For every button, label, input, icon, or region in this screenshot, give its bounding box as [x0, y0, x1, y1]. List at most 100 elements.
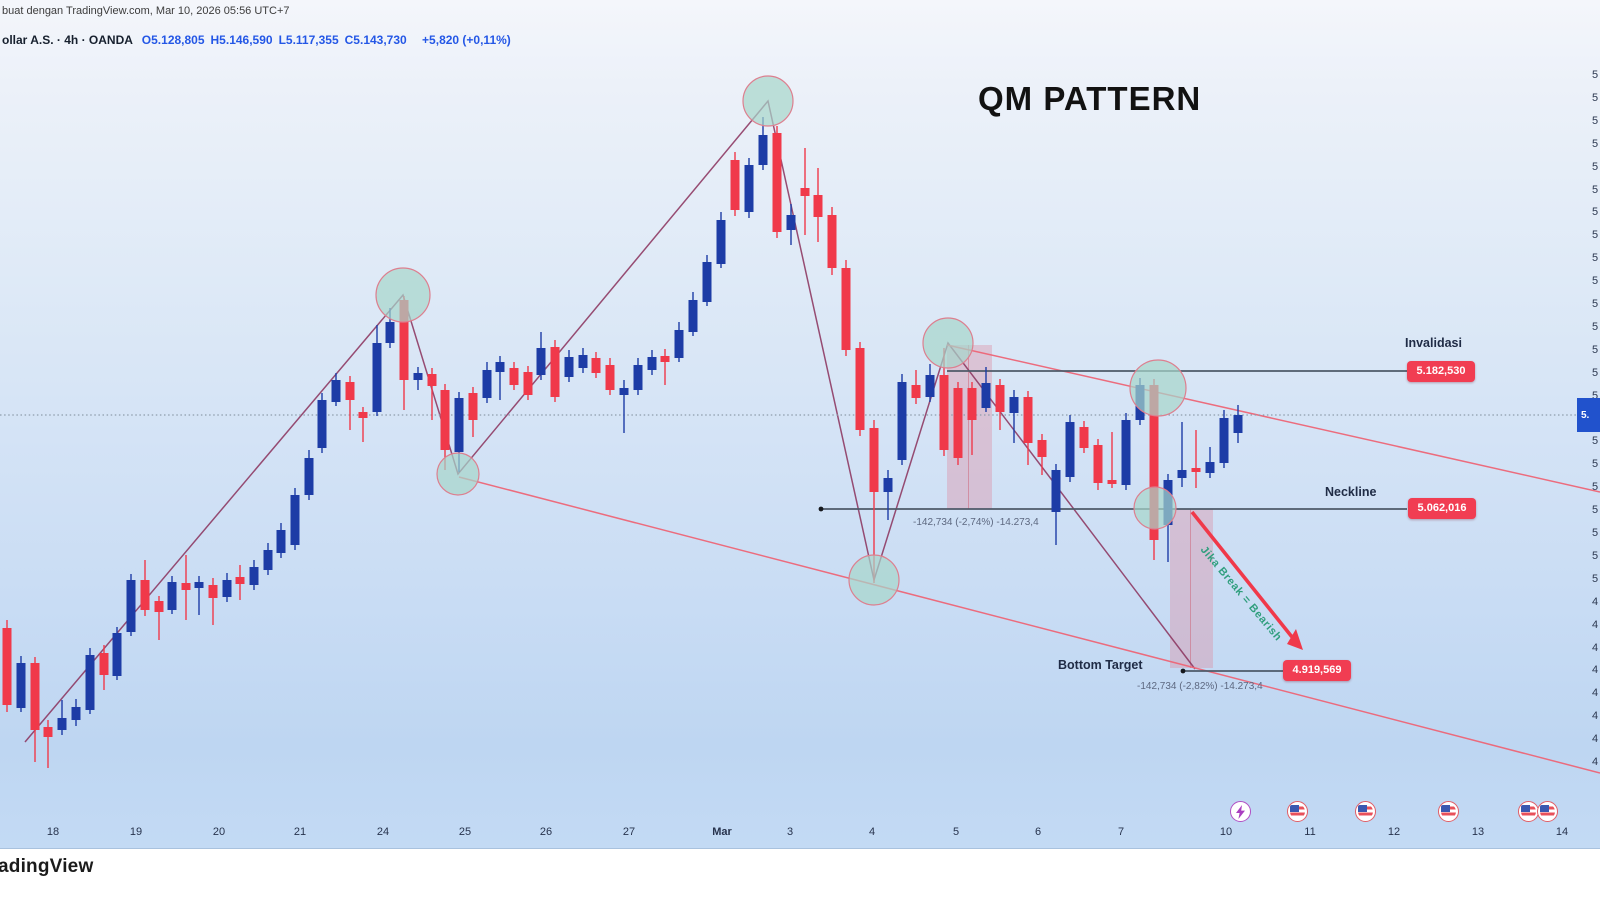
candle-body — [647, 357, 657, 370]
us-flag-event-icon[interactable] — [1517, 801, 1539, 822]
neckline-label[interactable]: Neckline — [1325, 485, 1377, 499]
candle-body — [1107, 480, 1117, 484]
candle-body — [43, 727, 53, 737]
candle-body — [57, 718, 67, 730]
us-flag-event-icon[interactable] — [1354, 801, 1376, 822]
bottom-target-price-tag[interactable]: 4.919,569 — [1283, 660, 1351, 681]
break-arrow-head[interactable] — [1287, 629, 1303, 650]
price-axis-tick: 5 — [1592, 252, 1599, 265]
candle-body — [883, 478, 893, 492]
candle-body — [263, 550, 273, 570]
candle-body — [716, 220, 726, 264]
pivot-circle[interactable] — [742, 75, 794, 127]
candle-body — [855, 348, 865, 430]
x-axis-label: Mar — [712, 826, 732, 838]
candle-body — [550, 347, 560, 397]
candle-body — [358, 412, 368, 418]
candle-body — [1051, 470, 1061, 512]
measurement-text-1: -142,734 (-2,74%) -14.273,4 — [913, 517, 1039, 528]
candle-body — [523, 372, 533, 395]
x-axis-label: 24 — [376, 826, 390, 838]
bottom-target-label[interactable]: Bottom Target — [1058, 658, 1143, 672]
x-axis-label: 26 — [539, 826, 553, 838]
candle-body — [1233, 415, 1243, 433]
pivot-circle[interactable] — [375, 267, 431, 323]
pivot-circle[interactable] — [436, 452, 480, 496]
candle-body — [1079, 427, 1089, 448]
price-axis-tick: 5 — [1592, 183, 1599, 196]
x-axis-label: 4 — [868, 826, 876, 838]
chart-pane[interactable]: buat dengan TradingView.com, Mar 10, 202… — [0, 0, 1600, 849]
candle-body — [167, 582, 177, 610]
candle-body — [564, 357, 574, 377]
pivot-circle[interactable] — [848, 554, 900, 606]
candle-body — [235, 577, 245, 584]
channel-trendline-2[interactable] — [458, 476, 1600, 774]
bottom_target-anchor-dot — [1180, 668, 1186, 674]
x-axis-label: 7 — [1117, 826, 1125, 838]
price-axis-tick: 5 — [1592, 275, 1599, 288]
us-flag-event-icon[interactable] — [1536, 801, 1558, 822]
ohlc-c: C5.143,730 — [344, 33, 407, 47]
measurement-zone[interactable] — [1170, 509, 1213, 668]
candle-body — [772, 133, 782, 232]
us-flag-event-icon[interactable] — [1437, 801, 1459, 822]
candle-body — [981, 383, 991, 408]
candle-body — [995, 385, 1005, 412]
candle-body — [30, 663, 40, 730]
page-title: QM PATTERN — [978, 80, 1202, 117]
candle-body — [633, 365, 643, 390]
price-axis-tick: 5 — [1592, 481, 1599, 494]
invalidasi-label[interactable]: Invalidasi — [1405, 336, 1462, 350]
flag-canton — [1440, 805, 1450, 812]
neckline-price-tag[interactable]: 5.062,016 — [1408, 498, 1476, 519]
flag-canton — [1357, 805, 1367, 812]
lightning-event-icon[interactable] — [1229, 801, 1251, 822]
flag-canton — [1539, 805, 1549, 812]
channel-trendline-1[interactable] — [946, 344, 1600, 493]
candle-body — [800, 188, 810, 196]
pivot-circle[interactable] — [922, 317, 974, 369]
candle-body — [468, 393, 478, 420]
candle-body — [181, 583, 191, 590]
candle-body — [1009, 397, 1019, 413]
price-axis-tick: 4 — [1592, 710, 1599, 723]
invalidasi-price-tag[interactable]: 5.182,530 — [1407, 361, 1475, 382]
price-axis-tick: 4 — [1592, 618, 1599, 631]
x-axis-label: 13 — [1471, 826, 1485, 838]
price-axis-tick: 5 — [1592, 389, 1599, 402]
candle-body — [1149, 385, 1159, 540]
candle-body — [911, 385, 921, 398]
candlestick-chart — [0, 75, 1600, 774]
price-axis-tick: 5 — [1592, 298, 1599, 310]
symbol-ohlc-bar[interactable]: ollar A.S. · 4h · OANDA O5.128,805 H5.146… — [2, 33, 511, 47]
candle-body — [578, 355, 588, 368]
candle-body — [1093, 445, 1103, 483]
price-axis-tick: 5 — [1592, 114, 1599, 127]
candle-body — [509, 368, 519, 385]
zigzag-pattern-line[interactable] — [24, 99, 1196, 743]
pivot-circle[interactable] — [1129, 359, 1187, 417]
price-axis-tick: 4 — [1592, 756, 1599, 768]
us-flag-event-icon[interactable] — [1286, 801, 1308, 822]
candle-body — [140, 580, 150, 610]
x-axis-label: 27 — [622, 826, 636, 838]
symbol-title: ollar A.S. · 4h · OANDA — [2, 33, 133, 47]
x-axis-label: 10 — [1219, 826, 1233, 838]
pivot-circle[interactable] — [1133, 486, 1177, 530]
price-axis-tick: 4 — [1592, 664, 1599, 677]
candle-body — [744, 165, 754, 212]
candle-body — [385, 322, 395, 343]
tradingview-logo[interactable]: adingView — [0, 856, 94, 877]
candle-body — [660, 356, 670, 362]
x-axis-label: 19 — [129, 826, 143, 838]
candle-body — [440, 390, 450, 450]
break-arrow-shaft[interactable] — [1190, 510, 1294, 639]
lightning-icon — [1235, 804, 1245, 819]
ohlc-l: L5.117,355 — [278, 33, 339, 47]
candle-body — [345, 382, 355, 400]
x-axis-label: 5 — [952, 826, 960, 838]
ohlc-values: O5.128,805 H5.146,590 L5.117,355 C5.143,730 — [142, 33, 413, 47]
candle-body — [897, 382, 907, 460]
